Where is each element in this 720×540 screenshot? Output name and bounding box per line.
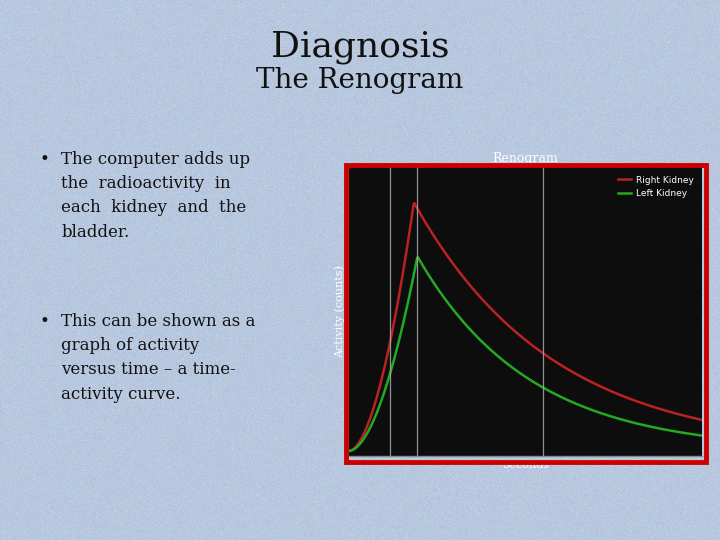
Right Kidney [690,415,698,421]
Text: The Renogram: The Renogram [256,68,464,94]
Left Kidney [513,368,522,375]
Text: •: • [40,151,50,168]
Right Kidney [345,448,354,454]
Title: Renogram: Renogram [492,152,559,165]
X-axis label: Seconds: Seconds [502,461,549,470]
Right Kidney [536,348,545,355]
Line: Left Kidney: Left Kidney [349,257,702,451]
Right Kidney [513,330,522,336]
Left Kidney [345,448,354,454]
Legend: Right Kidney, Left Kidney: Right Kidney, Left Kidney [614,172,698,201]
Text: The computer adds up
the  radioactivity  in
each  kidney  and  the
bladder.: The computer adds up the radioactivity i… [61,151,251,241]
Left Kidney [556,393,564,400]
Right Kidney [516,332,524,339]
Left Kidney [690,431,698,438]
Y-axis label: Activity (counts): Activity (counts) [335,266,345,358]
Left Kidney [635,421,644,427]
Left Kidney [516,369,524,376]
Right Kidney [556,361,564,368]
Left Kidney [413,254,422,260]
Right Kidney [698,417,706,423]
Left Kidney [698,433,706,439]
Left Kidney [536,383,545,389]
Right Kidney [635,399,644,406]
Text: Diagnosis: Diagnosis [271,30,449,64]
Right Kidney [410,200,418,206]
Text: This can be shown as a
graph of activity
versus time – a time-
activity curve.: This can be shown as a graph of activity… [61,313,256,403]
Line: Right Kidney: Right Kidney [349,203,702,451]
Text: •: • [40,313,50,330]
